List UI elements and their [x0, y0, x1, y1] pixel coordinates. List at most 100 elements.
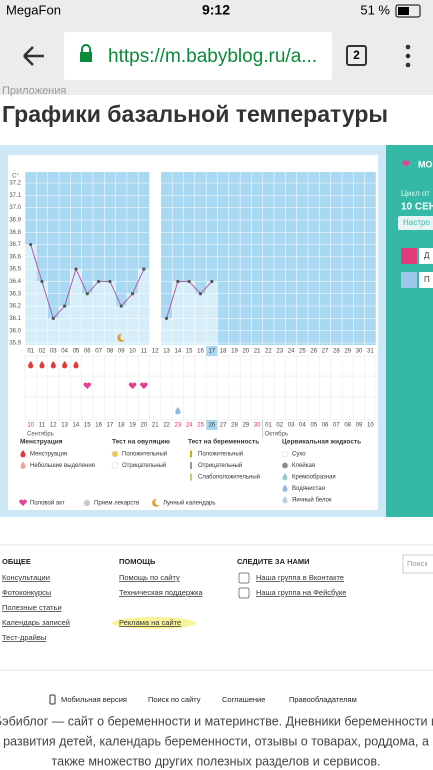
day-label: 06 — [84, 349, 91, 355]
legend-title: Цервикальная жидкость — [282, 439, 361, 446]
day-label: 09 — [118, 349, 125, 355]
temp-bar — [126, 293, 139, 345]
cycle-day-label: 23 — [175, 423, 182, 429]
temp-point — [74, 267, 78, 271]
temp-bar — [92, 281, 105, 345]
legend-item: Клейкая — [292, 462, 315, 469]
tabs-button[interactable] — [346, 45, 367, 66]
legend-icon — [282, 496, 288, 504]
temp-point — [210, 279, 214, 284]
y-tick-label: 36.0 — [9, 328, 21, 334]
y-tick-label: 37.1 — [9, 193, 21, 199]
day-label: 19 — [231, 349, 238, 355]
cycle-day-label: 13 — [61, 423, 68, 429]
bottom-link[interactable]: Поиск по сайту — [148, 695, 201, 704]
legend-item: Слабоположительный — [198, 474, 260, 481]
sex-mark — [83, 382, 92, 389]
y-tick-label: 36.8 — [9, 230, 21, 236]
footer-link[interactable]: Помощь по сайту — [119, 573, 180, 582]
search-box[interactable] — [402, 554, 433, 574]
side-btn-1-icon[interactable] — [401, 248, 417, 264]
day-label: 23 — [276, 349, 283, 355]
day-label: 05 — [73, 349, 80, 355]
search-placeholder: Поиск — [407, 559, 429, 568]
legend-icon — [281, 462, 289, 469]
day-label: 29 — [344, 349, 351, 355]
side-btn-1[interactable]: Д — [424, 251, 430, 260]
cycle-day-label: 14 — [73, 423, 80, 429]
temp-point — [142, 267, 146, 271]
temp-point — [40, 279, 44, 284]
legend-item: Положительный — [122, 451, 167, 458]
cycle-day-label: 01 — [265, 423, 272, 429]
footer-link[interactable]: Наша группа в Вконтакте — [256, 573, 344, 582]
y-tick-label: 36.9 — [9, 218, 21, 224]
day-label: 27 — [322, 349, 329, 355]
temp-bar — [47, 318, 59, 345]
today-highlight — [206, 346, 218, 356]
day-label: 10 — [129, 349, 136, 355]
legend-icon — [111, 462, 119, 469]
lock-shackle — [81, 44, 91, 52]
cycle-day-label: 21 — [152, 423, 159, 429]
day-label: 18 — [220, 349, 227, 355]
legend-item: Яичный белок — [292, 497, 332, 504]
side-settings[interactable]: Настро — [403, 218, 430, 227]
footer-link[interactable]: Полезные статьи — [2, 603, 62, 612]
day-label: 26 — [310, 349, 317, 355]
legend-extra: Половой акт — [30, 500, 65, 507]
legend-icon — [190, 473, 192, 481]
bottom-link[interactable]: Правообладателям — [289, 695, 357, 704]
cycle-day-label: 16 — [95, 423, 102, 429]
footer-link[interactable]: Техническая поддержка — [119, 588, 203, 597]
back-button[interactable] — [23, 46, 44, 66]
footer-link[interactable]: Реклама на сайте — [119, 618, 181, 627]
temp-point — [108, 279, 112, 284]
side-btn-2-bg[interactable] — [419, 272, 433, 288]
footer-link[interactable]: Консультации — [2, 573, 50, 582]
day-label: 14 — [175, 349, 182, 355]
y-tick-label: 36.2 — [9, 304, 21, 310]
side-settings-btn[interactable] — [398, 216, 433, 230]
temp-bar — [115, 306, 127, 345]
day-label: 02 — [39, 349, 46, 355]
bottom-link[interactable]: Мобильная версия — [61, 695, 127, 704]
menstruation-mark — [39, 361, 45, 369]
cycle-day-label: 29 — [242, 423, 249, 429]
y-unit: C° — [12, 174, 19, 180]
side-btn-1-bg[interactable] — [419, 248, 433, 264]
footer-link[interactable]: Фотоконкурсы — [2, 588, 51, 597]
footer-link[interactable]: Тест-драйвы — [2, 633, 46, 642]
carrier: MegaFon — [6, 2, 61, 17]
legend-item: Положительный — [198, 451, 243, 458]
url[interactable]: https://m.babyblog.ru/a... — [108, 46, 317, 67]
cycle-day-label: 06 — [322, 423, 329, 429]
cycle-day-label: 15 — [84, 423, 91, 429]
menstruation-mark — [50, 361, 56, 369]
y-tick-label: 37.2 — [9, 181, 21, 187]
social-icon — [238, 572, 250, 584]
legend-title: Менструация — [20, 439, 63, 446]
cycle-day-label: 07 — [333, 423, 340, 429]
legend-icon — [190, 462, 192, 469]
day-label: 03 — [50, 349, 57, 355]
url-box[interactable] — [64, 32, 332, 80]
temp-point — [63, 304, 67, 308]
menu-button[interactable] — [405, 44, 411, 68]
footer-link[interactable]: Календарь записей — [2, 618, 70, 627]
legend-icon — [152, 498, 160, 507]
cycle-day-label: 09 — [356, 423, 363, 429]
side-btn-2[interactable]: П — [424, 275, 430, 284]
breadcrumb[interactable]: Приложения — [2, 85, 66, 97]
day-label: 12 — [152, 349, 159, 355]
day-label: 24 — [288, 349, 295, 355]
bottom-link[interactable]: Соглашение — [222, 695, 265, 704]
cycle-day-label: 30 — [254, 423, 261, 429]
footer-link[interactable]: Наша группа на Фейсбуке — [256, 588, 346, 597]
side-icon — [402, 160, 410, 167]
y-tick-label: 36.7 — [9, 242, 21, 248]
legend-icon — [281, 450, 289, 458]
day-label: 22 — [265, 349, 272, 355]
side-btn-2-icon[interactable] — [401, 272, 417, 288]
